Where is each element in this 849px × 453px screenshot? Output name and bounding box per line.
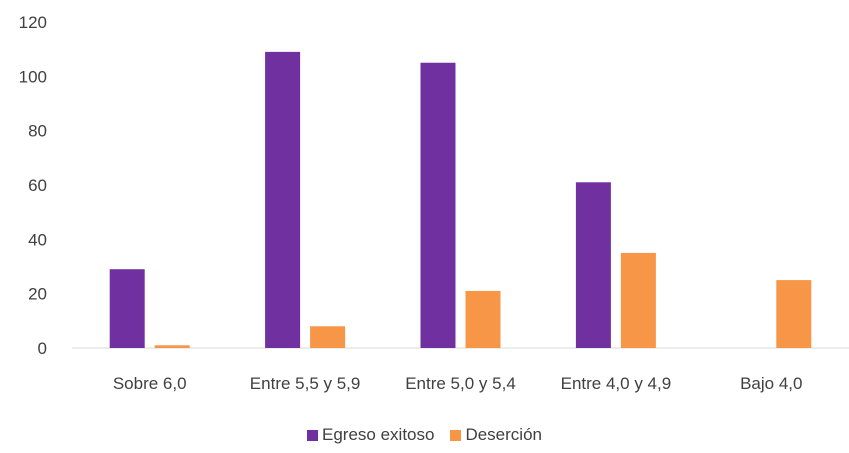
y-axis-ticks: 0 20 40 60 80 100 120 [19,13,47,358]
bar-egreso [109,269,145,348]
x-tick-label: Sobre 6,0 [113,374,187,393]
y-tick-label: 60 [28,176,47,195]
bars-group [109,51,812,349]
bar-egreso [420,62,456,348]
x-tick-label: Entre 4,0 y 4,9 [561,374,672,393]
bar-egreso [575,182,611,348]
bar-desercion [620,252,656,348]
x-tick-label: Bajo 4,0 [740,374,802,393]
legend-item-desercion: Deserción [450,425,542,445]
y-tick-label: 80 [28,122,47,141]
legend: Egreso exitoso Deserción [0,424,849,446]
legend-label-egreso: Egreso exitoso [322,425,435,444]
legend-swatch-egreso [307,429,318,441]
y-tick-label: 0 [38,339,47,358]
bar-desercion [154,345,190,348]
bar-egreso [265,51,301,349]
y-tick-label: 20 [28,285,47,304]
legend-label-desercion: Deserción [465,425,542,444]
legend-swatch-desercion [450,429,462,441]
x-tick-label: Entre 5,0 y 5,4 [405,374,516,393]
bar-desercion [776,280,812,348]
bar-desercion [310,326,346,348]
y-tick-label: 120 [19,13,47,32]
y-tick-label: 100 [19,67,47,86]
y-tick-label: 40 [28,230,47,249]
legend-item-egreso: Egreso exitoso [307,425,434,445]
x-tick-label: Entre 5,5 y 5,9 [250,374,361,393]
x-axis-labels: Sobre 6,0 Entre 5,5 y 5,9 Entre 5,0 y 5,4 E… [113,374,803,393]
bar-desercion [465,290,501,348]
